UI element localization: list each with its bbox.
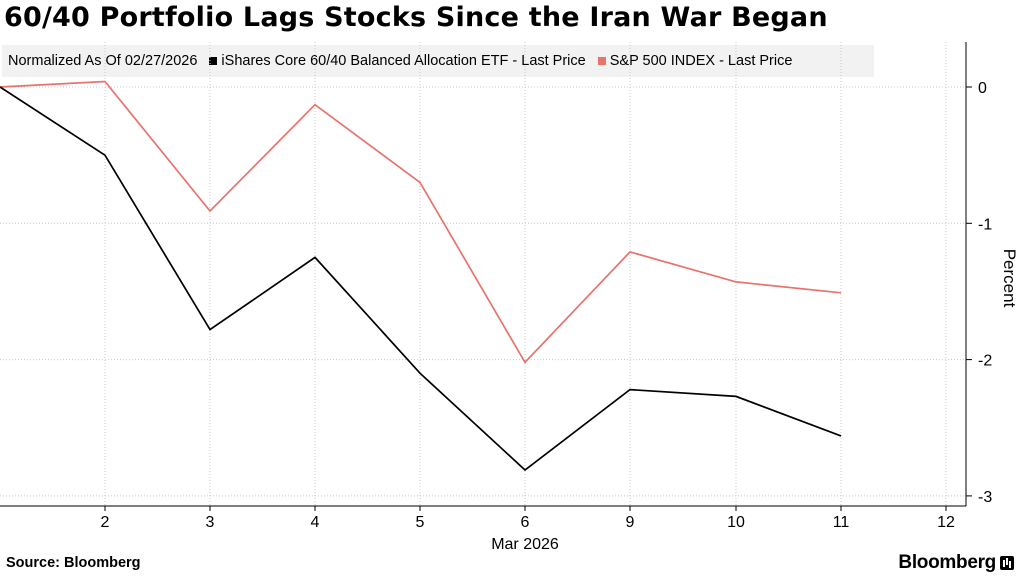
x-tick-label: 10: [727, 514, 745, 531]
legend-note: Normalized As Of 02/27/2026: [8, 53, 198, 69]
x-tick-label: 4: [311, 514, 320, 531]
legend-label-sp500: S&P 500 INDEX - Last Price: [609, 53, 793, 69]
legend-label-etf: iShares Core 60/40 Balanced Allocation E…: [221, 53, 586, 69]
y-tick-label: -2: [978, 353, 992, 370]
axes: [0, 42, 972, 511]
legend-swatch-sp500: [597, 57, 606, 65]
x-tick-label: 5: [416, 514, 425, 531]
tick-labels: 0 -1 -2 -3 2 3 4 5 6 9 10 11 12 Mar 2026 Percent: [101, 80, 1019, 553]
x-tick-label: 12: [937, 514, 955, 531]
y-tick-label: 0: [978, 80, 987, 97]
x-tick-label: 11: [833, 514, 850, 531]
x-tick-label: 9: [626, 514, 635, 531]
series-line-sp500: [0, 80, 842, 364]
brand-logo: Bloomberg: [898, 552, 1014, 574]
series-line-etf: [0, 86, 842, 472]
legend-item-etf: iShares Core 60/40 Balanced Allocation E…: [209, 53, 586, 69]
brand-text: Bloomberg: [898, 552, 996, 573]
y-tick-label: -3: [978, 489, 992, 506]
series-lines: [0, 80, 842, 472]
x-tick-label: 3: [206, 514, 215, 531]
legend-item-sp500: S&P 500 INDEX - Last Price: [597, 53, 793, 69]
x-axis-label: Mar 2026: [491, 536, 559, 553]
y-tick-label: -1: [978, 216, 992, 233]
source-note: Source: Bloomberg: [6, 555, 141, 571]
y-axis-label: Percent: [1000, 249, 1019, 308]
x-tick-label: 2: [101, 514, 110, 531]
grid-lines: [0, 42, 966, 506]
legend: Normalized As Of 02/27/2026 iShares Core…: [2, 45, 874, 77]
legend-swatch-etf: [209, 57, 218, 65]
x-tick-label: 6: [521, 514, 530, 531]
bloomberg-chart-icon: [1000, 556, 1014, 570]
chart-title: 60/40 Portfolio Lags Stocks Since the Ir…: [4, 2, 828, 33]
